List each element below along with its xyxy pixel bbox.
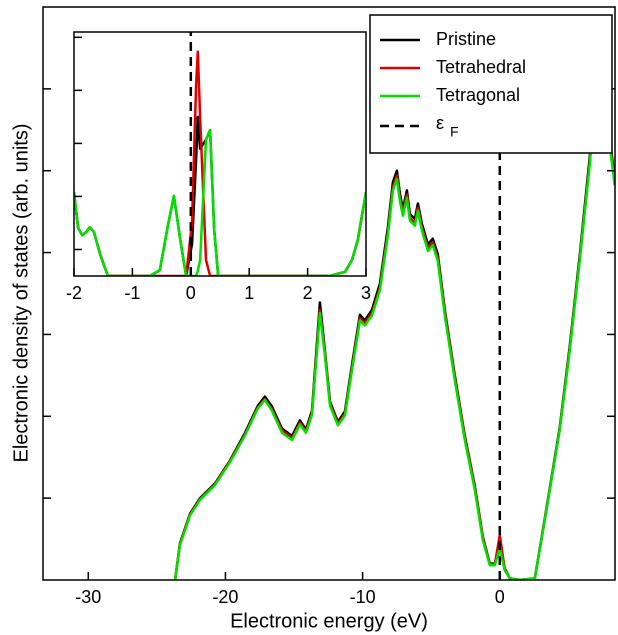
- legend-box: [369, 14, 613, 154]
- legend-label: ε: [436, 113, 444, 133]
- inset-background: [74, 32, 366, 276]
- x-tick-label: 2: [303, 283, 313, 303]
- x-tick-label: -10: [350, 587, 376, 607]
- x-tick-label: -2: [66, 283, 82, 303]
- series-line: [173, 89, 615, 580]
- legend-label: Tetrahedral: [436, 57, 526, 77]
- y-axis-label: Electronic density of states (arb. units…: [10, 123, 32, 462]
- x-tick-label: -30: [75, 587, 101, 607]
- x-tick-label: 0: [186, 283, 196, 303]
- plot-frame: [42, 6, 616, 581]
- legend-label: Pristine: [436, 29, 496, 49]
- x-tick-label: -1: [124, 283, 140, 303]
- plot-frame: [73, 31, 367, 277]
- x-tick-label: -20: [212, 587, 238, 607]
- x-tick-label: 1: [244, 283, 254, 303]
- legend-label-subscript: F: [450, 124, 459, 140]
- x-axis-label: Electronic energy (eV): [230, 610, 428, 632]
- series-line: [74, 128, 366, 276]
- x-tick-label: 3: [361, 283, 371, 303]
- legend-label: Tetragonal: [436, 85, 520, 105]
- x-tick-label: 0: [495, 587, 505, 607]
